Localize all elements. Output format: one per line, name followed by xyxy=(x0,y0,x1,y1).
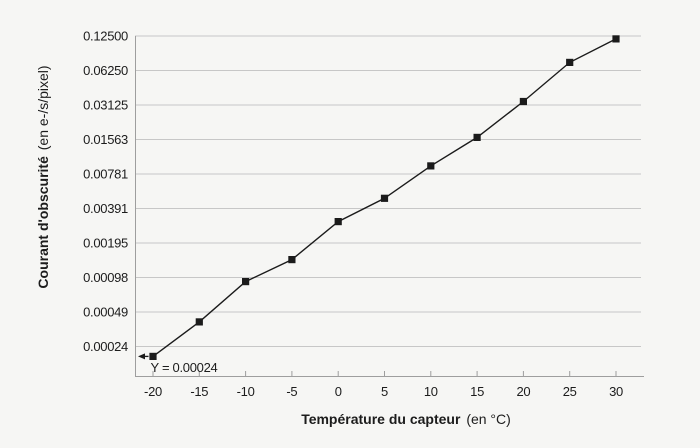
data-point-marker xyxy=(195,318,203,326)
x-tick-label: 25 xyxy=(563,384,577,399)
y-tick-label: 0.00049 xyxy=(83,305,128,320)
data-point-marker xyxy=(473,133,481,141)
x-axis-title-text: Température du capteur xyxy=(301,411,461,427)
x-tick-label: 30 xyxy=(609,384,623,399)
x-tick-label: 20 xyxy=(516,384,530,399)
x-axis-title: Température du capteur (en °C) xyxy=(236,411,576,431)
data-point-marker xyxy=(380,194,389,202)
y-tick-label: 0.00781 xyxy=(83,167,128,182)
x-tick-label: -5 xyxy=(286,384,297,399)
x-tick-label: 0 xyxy=(335,384,342,399)
y-tick-label: 0.00098 xyxy=(83,270,128,285)
y-tick-label: 0.00195 xyxy=(83,236,128,251)
x-tick-label: -10 xyxy=(237,384,255,399)
y-tick-label: 0.00391 xyxy=(83,201,128,216)
y-tick-label: 0.12500 xyxy=(83,29,128,44)
data-point-marker xyxy=(612,35,620,43)
y-tick-label: 0.01563 xyxy=(83,132,128,147)
data-point-marker xyxy=(427,162,435,170)
data-point-marker xyxy=(149,352,157,360)
y-tick-label: 0.03125 xyxy=(83,98,128,113)
data-point-marker xyxy=(566,58,574,66)
data-point-marker xyxy=(242,278,250,286)
x-tick-label: 15 xyxy=(470,384,484,399)
y-tick-label: 0.00024 xyxy=(83,339,128,354)
x-tick-label: 5 xyxy=(381,384,388,399)
x-tick-label: 10 xyxy=(424,384,438,399)
annotation-arrowhead xyxy=(138,353,145,360)
annotation-label: Y = 0.00024 xyxy=(151,360,218,375)
data-point-marker xyxy=(519,97,527,106)
x-tick-label: -15 xyxy=(190,384,208,399)
x-tick-label: -20 xyxy=(144,384,162,399)
data-point-marker xyxy=(288,256,296,264)
y-tick-label: 0.06250 xyxy=(83,63,128,78)
data-point-marker xyxy=(334,218,342,226)
x-axis-unit-text: (en °C) xyxy=(466,411,511,427)
